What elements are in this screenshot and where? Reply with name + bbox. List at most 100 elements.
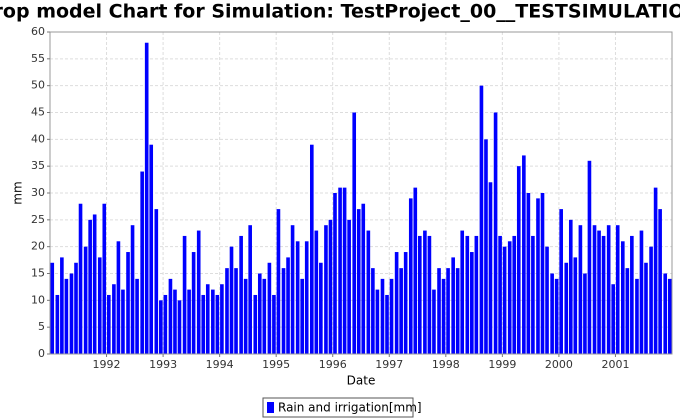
bar <box>403 252 408 354</box>
bar <box>635 278 639 354</box>
y-tick-label: 55 <box>31 52 45 65</box>
x-axis-title: Date <box>347 374 376 388</box>
bar <box>154 209 159 354</box>
bar <box>144 42 149 354</box>
bar <box>522 155 526 354</box>
bar <box>267 262 272 354</box>
bar <box>474 235 479 354</box>
bar <box>173 289 177 354</box>
x-tick-label: 1992 <box>93 358 121 371</box>
bar <box>578 225 583 354</box>
bar <box>92 214 97 354</box>
x-tick-label: 1998 <box>432 358 460 371</box>
bar <box>512 235 517 354</box>
bar <box>126 252 130 354</box>
bar <box>333 193 337 354</box>
bar <box>413 187 418 354</box>
bar <box>163 294 168 354</box>
bar <box>479 85 484 355</box>
bar <box>550 273 554 354</box>
bar <box>394 252 399 354</box>
bar <box>531 235 535 354</box>
bar <box>502 246 507 354</box>
bar <box>375 289 380 354</box>
bar <box>328 219 333 354</box>
bar <box>220 284 224 354</box>
bar <box>389 278 394 354</box>
bar <box>69 273 74 354</box>
bar <box>211 289 215 354</box>
bar <box>465 235 470 354</box>
bar <box>371 268 375 354</box>
bar <box>281 268 286 354</box>
bar <box>592 225 597 354</box>
bar <box>399 268 403 354</box>
y-tick-label: 20 <box>31 240 45 253</box>
legend-swatch <box>267 402 274 413</box>
bar <box>667 278 672 354</box>
bar <box>498 235 502 354</box>
bar <box>262 278 267 354</box>
bar <box>60 257 64 354</box>
bar <box>276 209 281 354</box>
y-tick-label: 60 <box>31 25 45 38</box>
bar <box>545 246 549 354</box>
bar <box>559 209 563 354</box>
bar <box>314 230 319 354</box>
bar <box>663 273 668 354</box>
y-tick-label: 10 <box>31 293 45 306</box>
bar <box>130 225 135 354</box>
bar <box>432 289 436 354</box>
bar <box>191 252 196 354</box>
bar <box>88 219 92 354</box>
bar <box>352 112 357 354</box>
x-tick-label: 2000 <box>545 358 573 371</box>
bar <box>630 235 634 354</box>
bar <box>470 252 474 354</box>
legend-label: Rain and irrigation[mm] <box>278 401 422 415</box>
bar <box>516 166 521 354</box>
bar <box>234 268 238 354</box>
bar <box>149 144 154 354</box>
bar <box>64 278 69 354</box>
bar <box>83 246 88 354</box>
bar <box>229 246 234 354</box>
bar <box>74 262 78 354</box>
bar <box>554 278 559 354</box>
legend: Rain and irrigation[mm] <box>262 397 422 418</box>
bar <box>644 262 648 354</box>
bar <box>102 203 107 354</box>
bar <box>304 241 309 354</box>
bar <box>361 203 366 354</box>
y-tick-label: 35 <box>31 159 45 172</box>
bar <box>611 284 616 354</box>
y-tick-label: 50 <box>31 79 45 92</box>
bar <box>583 273 587 354</box>
bar <box>50 262 55 354</box>
bar <box>338 187 342 354</box>
bar <box>347 219 351 354</box>
bar <box>455 268 460 354</box>
x-tick-label: 1993 <box>149 358 177 371</box>
bar <box>437 268 441 354</box>
bar <box>196 230 201 354</box>
bar <box>253 294 258 354</box>
bar <box>55 294 60 354</box>
bar <box>417 235 422 354</box>
bar <box>446 268 450 354</box>
bar <box>248 225 252 354</box>
bar <box>484 139 488 354</box>
bar <box>187 289 191 354</box>
bar <box>116 241 121 354</box>
bar <box>408 198 413 354</box>
bar <box>295 241 300 354</box>
bar <box>441 278 446 354</box>
y-tick-label: 30 <box>31 186 45 199</box>
bar <box>451 257 455 354</box>
bars <box>50 42 672 355</box>
bar <box>606 225 611 354</box>
bar <box>536 198 540 354</box>
bar <box>526 193 531 354</box>
bar <box>319 262 323 354</box>
bar <box>493 112 498 354</box>
